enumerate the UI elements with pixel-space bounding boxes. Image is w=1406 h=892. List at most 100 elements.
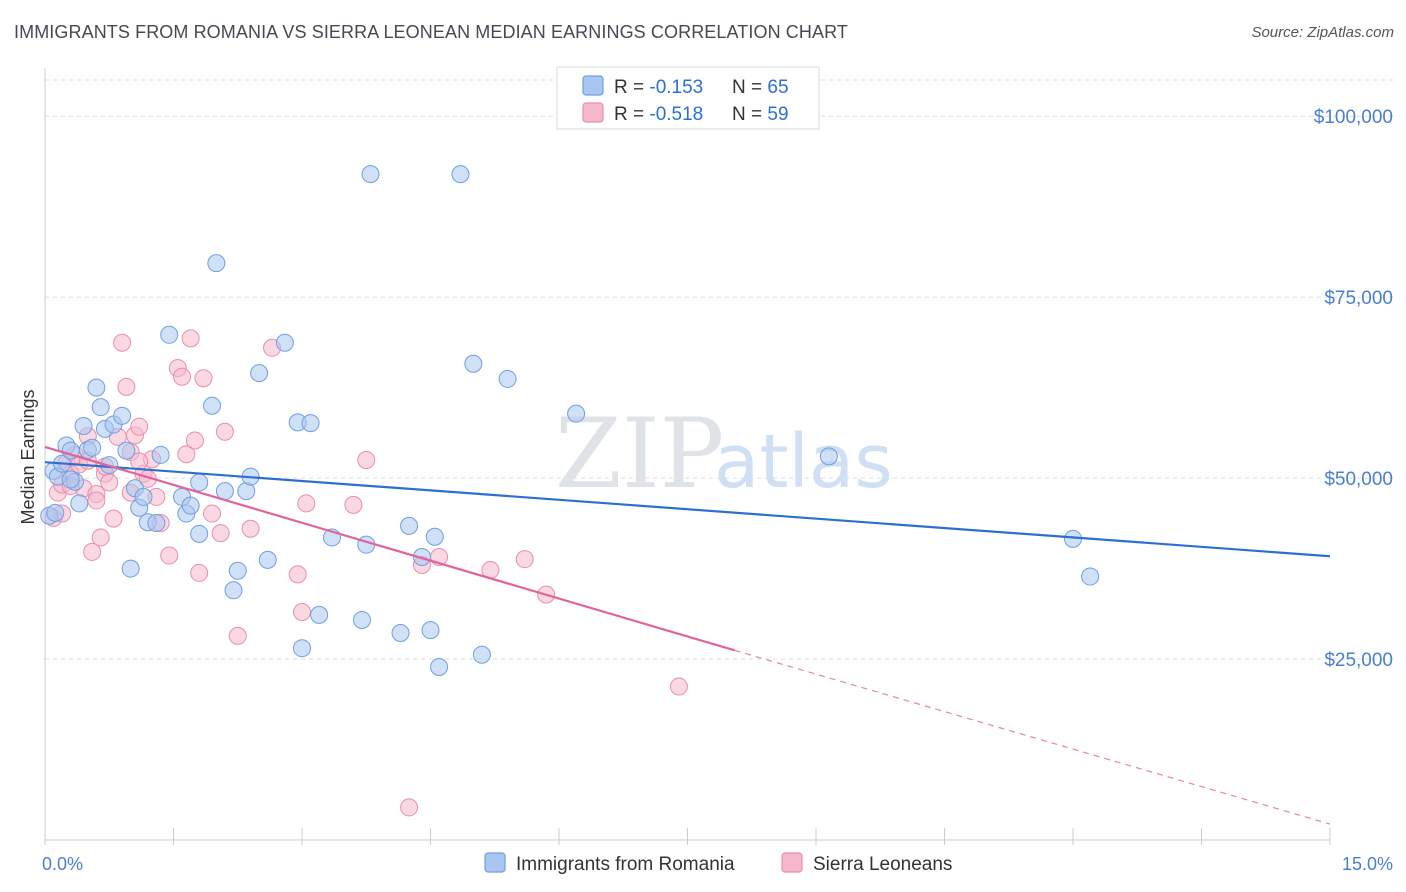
chart-title: IMMIGRANTS FROM ROMANIA VS SIERRA LEONEA…: [14, 22, 848, 42]
point-sierra-leonean: [515, 550, 534, 569]
point-romania: [498, 369, 517, 388]
point-romania: [258, 550, 277, 569]
point-romania: [451, 165, 470, 184]
point-sierra-leonean: [190, 563, 209, 582]
x-tick-label-max: 15.0%: [1342, 854, 1393, 874]
point-romania: [430, 658, 449, 677]
point-romania: [91, 398, 110, 417]
point-sierra-leonean: [173, 367, 192, 386]
y-axis-label: Median Earnings: [18, 389, 38, 524]
point-sierra-leonean: [91, 528, 110, 547]
point-romania: [275, 333, 294, 352]
grid-layer: [45, 79, 1393, 660]
svg-text:R = -0.153: R = -0.153: [614, 77, 703, 98]
point-romania: [147, 513, 166, 532]
legend-swatch-blue: [582, 75, 604, 96]
point-sierra-leonean: [113, 333, 132, 352]
source-label: Source: ZipAtlas.com: [1251, 24, 1394, 41]
point-romania: [121, 559, 140, 578]
legend-r-label-2: R =: [614, 104, 649, 125]
legend-swatch-pink: [582, 102, 604, 123]
point-sierra-leonean: [357, 451, 376, 469]
point-romania: [224, 581, 243, 600]
top-legend: R = -0.153 N = 65 R = -0.518 N = 59: [556, 66, 820, 130]
point-romania: [464, 354, 483, 373]
point-romania: [70, 494, 89, 513]
legend-r-value-1: -0.153: [649, 77, 703, 98]
svg-text:R = -0.518: R = -0.518: [614, 104, 703, 125]
legend-r-value-2: -0.518: [649, 104, 703, 125]
trendline-romania: [44, 461, 1331, 558]
bottom-legend-swatch-pink: [781, 852, 803, 873]
legend-n-value-1: 65: [767, 77, 788, 98]
point-sierra-leonean: [117, 377, 136, 396]
trend-layer: [44, 445, 1331, 825]
point-romania: [250, 364, 269, 383]
bottom-legend-label-pink: Sierra Leoneans: [813, 854, 952, 875]
point-sierra-leonean: [203, 504, 222, 523]
point-sierra-leonean: [215, 422, 234, 441]
point-romania: [472, 645, 491, 664]
point-romania: [46, 503, 65, 522]
point-romania: [134, 487, 153, 506]
point-romania: [293, 639, 311, 658]
point-romania: [819, 447, 838, 466]
svg-text:N = 65: N = 65: [732, 77, 789, 98]
point-sierra-leonean: [181, 329, 200, 348]
point-sierra-leonean: [293, 603, 311, 621]
point-sierra-leonean: [185, 431, 204, 450]
point-romania: [207, 254, 226, 273]
point-romania: [228, 561, 247, 580]
svg-text:N = 59: N = 59: [732, 104, 789, 125]
trendline-sierra-leonean: [44, 445, 735, 652]
point-romania: [203, 396, 222, 415]
bottom-legend: Immigrants from Romania Sierra Leoneans: [484, 852, 952, 875]
y-tick-label: $75,000: [1324, 288, 1393, 309]
x-tick-label-min: 0.0%: [42, 854, 83, 874]
point-romania: [400, 516, 419, 535]
point-romania: [160, 325, 179, 344]
point-romania: [117, 441, 136, 460]
watermark: ZIP atlas: [555, 398, 893, 510]
point-romania: [190, 524, 209, 543]
point-romania: [567, 404, 586, 423]
bottom-legend-label-blue: Immigrants from Romania: [516, 854, 735, 875]
point-romania: [74, 416, 93, 435]
point-romania: [421, 621, 440, 640]
point-romania: [352, 610, 371, 629]
point-sierra-leonean: [83, 542, 102, 561]
trendline-sierra-leonean-extension: [734, 649, 1331, 825]
point-romania: [181, 496, 200, 515]
point-romania: [1081, 567, 1100, 586]
point-romania: [301, 414, 320, 433]
point-romania: [83, 438, 102, 457]
point-sierra-leonean: [87, 491, 106, 510]
legend-n-label-2: N =: [732, 104, 767, 125]
point-sierra-leonean: [211, 524, 230, 543]
point-sierra-leonean: [194, 369, 213, 388]
point-romania: [391, 623, 410, 642]
point-sierra-leonean: [100, 473, 119, 492]
point-sierra-leonean: [228, 626, 247, 645]
axis-layer: [44, 68, 1331, 845]
point-sierra-leonean: [104, 509, 123, 528]
points-immigrants-romania: [40, 165, 1100, 677]
point-sierra-leonean: [669, 677, 688, 696]
point-romania: [61, 470, 80, 489]
point-sierra-leonean: [130, 417, 149, 436]
point-sierra-leonean: [297, 494, 316, 513]
point-sierra-leonean: [288, 565, 307, 584]
point-romania: [87, 378, 106, 397]
point-romania: [190, 473, 209, 492]
point-sierra-leonean: [241, 519, 260, 538]
point-sierra-leonean: [400, 798, 419, 817]
point-romania: [357, 535, 376, 554]
bottom-legend-swatch-blue: [484, 852, 506, 873]
legend-n-label-1: N =: [732, 77, 767, 98]
point-romania: [310, 605, 329, 624]
tick-layer: $25,000 $50,000 $75,000 $100,000 0.0% 15.0%: [42, 107, 1393, 874]
point-romania: [113, 406, 132, 425]
point-romania: [361, 165, 380, 184]
legend-n-value-2: 59: [767, 104, 788, 125]
